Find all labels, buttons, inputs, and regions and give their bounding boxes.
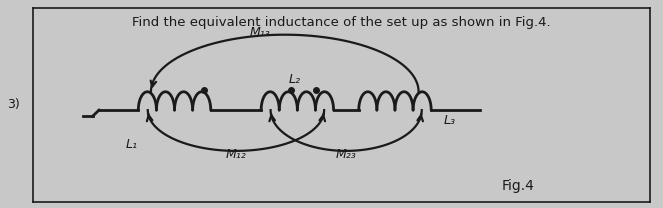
Text: L₁: L₁: [126, 138, 138, 151]
Text: L₂: L₂: [288, 73, 300, 86]
Text: M₁₂: M₁₂: [225, 149, 247, 161]
Text: L₃: L₃: [444, 114, 455, 127]
Text: M₂₃: M₂₃: [335, 149, 357, 161]
Text: M₁₃: M₁₃: [249, 26, 270, 39]
Text: Fig.4: Fig.4: [501, 178, 534, 193]
Text: 3): 3): [7, 98, 20, 110]
Text: Find the equivalent inductance of the set up as shown in Fig.4.: Find the equivalent inductance of the se…: [132, 16, 551, 29]
